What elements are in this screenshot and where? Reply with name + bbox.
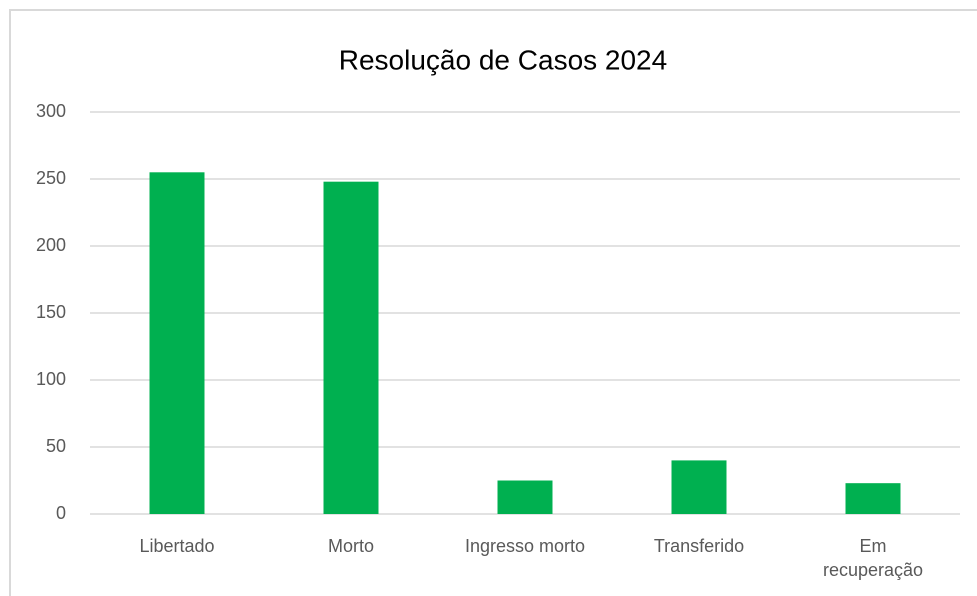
y-tick-label: 100 (36, 369, 66, 389)
x-tick-label: Morto (327, 536, 374, 556)
y-tick-label: 150 (36, 302, 66, 322)
x-tick-label: Ingresso morto (464, 536, 586, 556)
chart-title: Resolução de Casos 2024 (339, 44, 667, 75)
y-tick-label: 300 (36, 101, 66, 121)
x-tick-label: Transferido (653, 536, 745, 556)
x-tick-label: Libertado (139, 536, 215, 556)
bar (845, 483, 901, 514)
y-tick-label: 200 (36, 235, 66, 255)
x-tick-label: Em recuperação (822, 536, 924, 580)
y-tick-label: 50 (46, 436, 66, 456)
bar (671, 460, 727, 514)
bar (323, 181, 379, 514)
bar (497, 480, 553, 514)
y-tick-label: 250 (36, 168, 66, 188)
bar (149, 172, 205, 515)
y-tick-label: 0 (56, 503, 66, 523)
